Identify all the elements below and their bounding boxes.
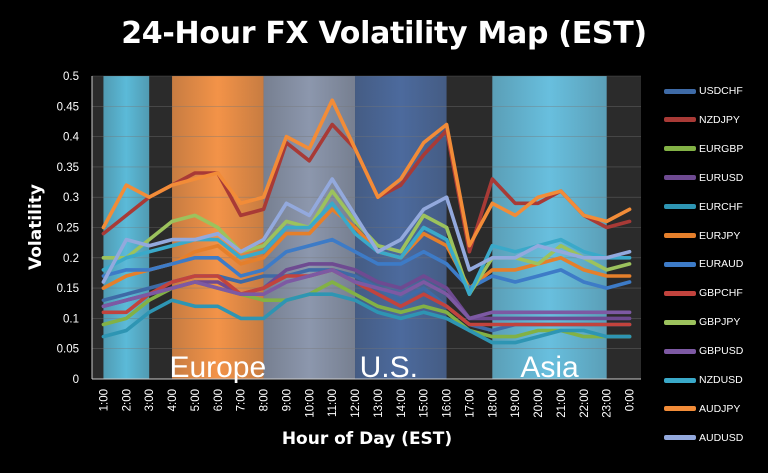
legend-item-usdchf: USDCHF <box>664 84 743 98</box>
x-tick-label: 4:00 <box>167 389 179 411</box>
legend-item-audjpy: AUDJPY <box>664 402 740 416</box>
legend-item-eurusd: EURUSD <box>664 171 743 185</box>
x-tick-label: 0:00 <box>625 389 637 411</box>
legend-swatch <box>664 88 696 94</box>
y-tick-label: 0.35 <box>57 162 79 174</box>
legend-label: EURAUD <box>699 258 744 271</box>
legend-label: USDCHF <box>699 85 743 97</box>
legend-label: NZDUSD <box>699 374 743 386</box>
y-tick-label: 0.25 <box>57 223 79 235</box>
legend-swatch <box>664 233 696 238</box>
x-tick-label: 17:00 <box>464 389 476 418</box>
y-tick-label: 0.2 <box>63 253 79 265</box>
legend-swatch <box>664 319 696 325</box>
legend-item-eurchf: EURCHF <box>664 200 743 214</box>
legend-label: GBPUSD <box>699 345 744 358</box>
x-tick-label: 18:00 <box>487 389 499 418</box>
x-tick-label: 7:00 <box>236 389 248 411</box>
series-line-audjpy <box>101 98 632 248</box>
y-tick-label: 0.5 <box>63 71 79 83</box>
session-labels: Europe U.S. Asia <box>169 351 579 384</box>
x-tick-label: 15:00 <box>419 389 431 418</box>
legend-swatch <box>664 117 696 123</box>
x-tick-label: 20:00 <box>533 389 545 418</box>
legend-label: EURJPY <box>699 229 741 242</box>
y-tick-label: 0.15 <box>57 283 79 295</box>
x-tick-label: 2:00 <box>121 389 133 411</box>
session-label-us: U.S. <box>360 351 418 384</box>
x-tick-label: 21:00 <box>556 389 568 418</box>
chart-title: 24-Hour FX Volatility Map (EST) <box>121 16 647 51</box>
x-tick-label: 13:00 <box>373 389 385 418</box>
series-lines <box>101 98 632 345</box>
legend-label: EURCHF <box>699 200 743 213</box>
x-tick-label: 19:00 <box>510 389 522 418</box>
x-tick-label: 11:00 <box>327 389 339 417</box>
legend-label: GBPCHF <box>699 287 743 300</box>
y-tick-label: 0.3 <box>63 192 79 204</box>
series-line-gbpchf <box>101 268 632 327</box>
legend-swatch <box>664 204 696 210</box>
y-tick-label: 0.1 <box>63 313 79 325</box>
legend-swatch <box>664 435 696 441</box>
legend-swatch <box>664 175 696 181</box>
legend-item-nzdjpy: NZDJPY <box>664 113 740 127</box>
legend-item-gbpusd: GBPUSD <box>664 344 743 358</box>
legend-item-nzdusd: NZDUSD <box>664 373 743 387</box>
x-tick-label: 8:00 <box>259 389 271 411</box>
legend-label: AUDUSD <box>699 431 744 444</box>
legend-item-audusd: AUDUSD <box>664 431 743 445</box>
legend-item-gbpchf: GBPCHF <box>664 286 743 300</box>
x-tick-label: 14:00 <box>396 389 408 418</box>
legend-swatch <box>664 377 696 383</box>
legend-label: AUDJPY <box>699 402 741 415</box>
legend-swatch <box>664 406 696 412</box>
legend-label: NZDJPY <box>699 113 740 126</box>
x-tick-label: 10:00 <box>304 389 316 418</box>
y-axis-label: Volatility <box>26 183 46 271</box>
session-label-europe: Europe <box>169 351 266 384</box>
series-line-euraud <box>101 237 632 290</box>
y-tick-label: 0.4 <box>63 132 80 144</box>
legend-label: EURGBP <box>699 142 744 155</box>
y-tick-label: 0 <box>73 374 79 386</box>
x-tick-label: 22:00 <box>579 389 591 418</box>
axes: 0 0.05 0.1 0.15 0.2 0.25 0.3 0.35 0.4 0.45 0.5 1:00… <box>57 71 641 418</box>
y-tick-label: 0.45 <box>57 101 79 113</box>
legend-item-eurgbp: EURGBP <box>664 142 743 156</box>
series-line-audusd <box>101 177 632 284</box>
x-tick-label: 9:00 <box>281 389 293 411</box>
series-line-gbpusd <box>101 268 632 321</box>
x-tick-label: 1:00 <box>98 389 110 411</box>
legend-swatch <box>664 261 696 267</box>
y-tick-label: 0.05 <box>57 344 79 356</box>
session-label-asia: Asia <box>520 351 579 384</box>
x-axis-label: Hour of Day (EST) <box>281 429 453 449</box>
legend-swatch <box>664 290 696 296</box>
x-tick-label: 6:00 <box>213 389 225 411</box>
x-tick-label: 23:00 <box>602 389 614 418</box>
x-tick-label: 5:00 <box>190 389 202 411</box>
legend-item-euraud: EURAUD <box>664 257 743 271</box>
legend-label: GBPJPY <box>699 316 741 329</box>
series-line-eurchf <box>101 292 632 345</box>
legend-swatch <box>664 348 696 354</box>
legend-swatch <box>664 146 696 152</box>
x-tick-label: 3:00 <box>144 389 156 411</box>
legend-item-eurjpy: EURJPY <box>664 229 740 243</box>
legend-item-gbpjpy: GBPJPY <box>664 315 740 329</box>
x-tick-label: 16:00 <box>442 389 454 418</box>
legend-label: EURUSD <box>699 171 744 184</box>
x-tick-label: 12:00 <box>350 389 362 418</box>
